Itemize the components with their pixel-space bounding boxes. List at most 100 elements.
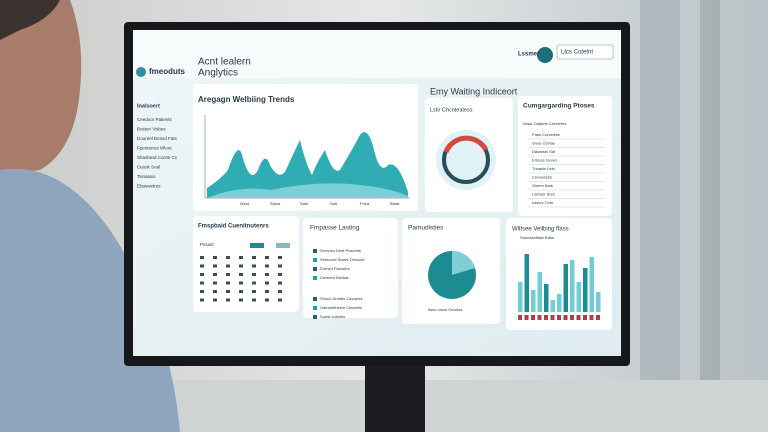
- sidebar-item: Ebaswetres: [137, 184, 161, 189]
- calendar-cell: [239, 281, 243, 285]
- card-title: Cumgargarding Ptoses: [523, 103, 595, 110]
- bar: [570, 260, 575, 312]
- list-bullet: [313, 297, 317, 301]
- calendar-cell: [226, 256, 230, 259]
- bar-tick: [576, 315, 581, 320]
- bar-tick: [563, 315, 568, 320]
- sidebar-item: Ceedoor Patients: [137, 117, 173, 122]
- header-button[interactable]: [556, 44, 614, 60]
- bar-tick: [583, 315, 587, 320]
- calendar-cell: [200, 273, 204, 276]
- person-hair: [0, 0, 60, 40]
- table-row: Iolscrs Cetn: [532, 200, 553, 205]
- person-shoulder: [0, 168, 180, 432]
- monitor-stand: [365, 362, 425, 432]
- calendar-cell: [239, 256, 243, 259]
- window-frame: [700, 0, 720, 432]
- calendar-cell: [200, 264, 204, 268]
- calendar-cell: [226, 281, 230, 285]
- card-subtitle: Iotsis Ctaisine Cereleres: [523, 121, 566, 126]
- card-title: Fmpasse Lasting: [310, 225, 360, 232]
- table-row: Tnnasis Lets: [532, 166, 555, 171]
- calendar-cell: [278, 281, 282, 285]
- bar-tick: [531, 315, 535, 320]
- table-row: Faas Corveless: [532, 132, 560, 137]
- list-item: Snuco Dmatts Cavwees: [320, 296, 363, 301]
- window-frame: [640, 0, 680, 432]
- area-chart: [207, 183, 408, 198]
- bar: [589, 257, 594, 312]
- list-item: Setecucti Stalvs Omicutd: [320, 257, 364, 262]
- x-label: Fnea: [360, 201, 370, 206]
- user-name: Lssmer: [518, 52, 540, 58]
- list-bullet: [313, 258, 317, 262]
- card: [303, 218, 398, 318]
- card: [193, 216, 299, 312]
- calendar-cell: [239, 290, 243, 293]
- list-bullet: [313, 306, 317, 310]
- list-item: Soronso Dedt Poscetts: [320, 248, 361, 253]
- sidebar-item: Bosteri Visbes: [137, 127, 166, 132]
- x-label: Bmat: [390, 201, 400, 206]
- calendar-cell: [252, 273, 256, 276]
- calendar-cell: [252, 281, 256, 285]
- calendar-header: [276, 243, 290, 248]
- bar: [563, 264, 568, 312]
- table-row: Snuo Cetnas: [532, 141, 555, 146]
- calendar-cell: [252, 290, 256, 293]
- bar: [524, 254, 529, 312]
- calendar-cell: [239, 264, 243, 268]
- app-title: Anglytics: [198, 68, 238, 79]
- calendar-cell: [252, 298, 256, 302]
- card-title: Fmspbaid Cuenitnutenrs: [198, 224, 269, 230]
- calendar-cell: [252, 256, 256, 259]
- bar-tick: [544, 315, 548, 320]
- sidebar-heading: Inalsoert: [137, 103, 160, 109]
- pie-slice: [452, 250, 475, 275]
- bar-chart: [518, 254, 601, 320]
- card-title: Wiltsee Veilbing ffass: [512, 227, 569, 233]
- donut-segment: [443, 135, 489, 154]
- list-bullet: [313, 276, 317, 280]
- x-label: Sdost: [270, 201, 281, 206]
- app-title: Acnt lealern: [198, 57, 251, 68]
- area-chart: [207, 132, 408, 198]
- table-row: Sherm Bats: [532, 183, 553, 188]
- calendar-cell: [239, 273, 243, 276]
- calendar-cell: [265, 264, 269, 268]
- card-title: Aregagn Welbiing Trends: [198, 95, 295, 104]
- calendar-cell: [213, 256, 217, 259]
- calendar-cell: [252, 264, 256, 268]
- calendar-cell: [226, 290, 230, 293]
- sidebar-item: Ceosk Srail: [137, 165, 160, 170]
- bar-tick: [570, 315, 574, 320]
- calendar-cell: [226, 273, 230, 276]
- bar: [596, 292, 601, 312]
- table-row: Ertsres Gcves: [532, 158, 557, 163]
- calendar-cell: [239, 298, 243, 302]
- calendar-cell: [213, 298, 217, 302]
- x-label: Salt: [330, 201, 338, 206]
- calendar-cell: [226, 264, 230, 268]
- card-footer: Itsso casnt Oeodos: [428, 307, 462, 312]
- list-item: Suest cotnmis: [320, 314, 345, 319]
- calendar-cell: [265, 298, 269, 302]
- section-title: Emy Waiting Indiceort: [430, 86, 518, 96]
- card-title: Pamudisties: [408, 225, 444, 232]
- calendar-cell: [278, 256, 282, 259]
- list-bullet: [313, 249, 317, 253]
- bar: [537, 272, 542, 312]
- card-subtitle: Soenaseitiaw Batis: [520, 235, 554, 240]
- sidebar-item: Doureel Dessd Fats: [137, 136, 178, 141]
- user-avatar[interactable]: [537, 47, 553, 63]
- calendar-cell: [265, 273, 269, 276]
- calendar-cell: [265, 281, 269, 285]
- bar-tick: [518, 315, 522, 320]
- calendar-grid: [200, 138, 605, 319]
- calendar-cell: [200, 298, 204, 302]
- calendar-cell: [200, 256, 204, 259]
- bar-tick: [524, 315, 529, 320]
- calendar-cell: [226, 298, 230, 302]
